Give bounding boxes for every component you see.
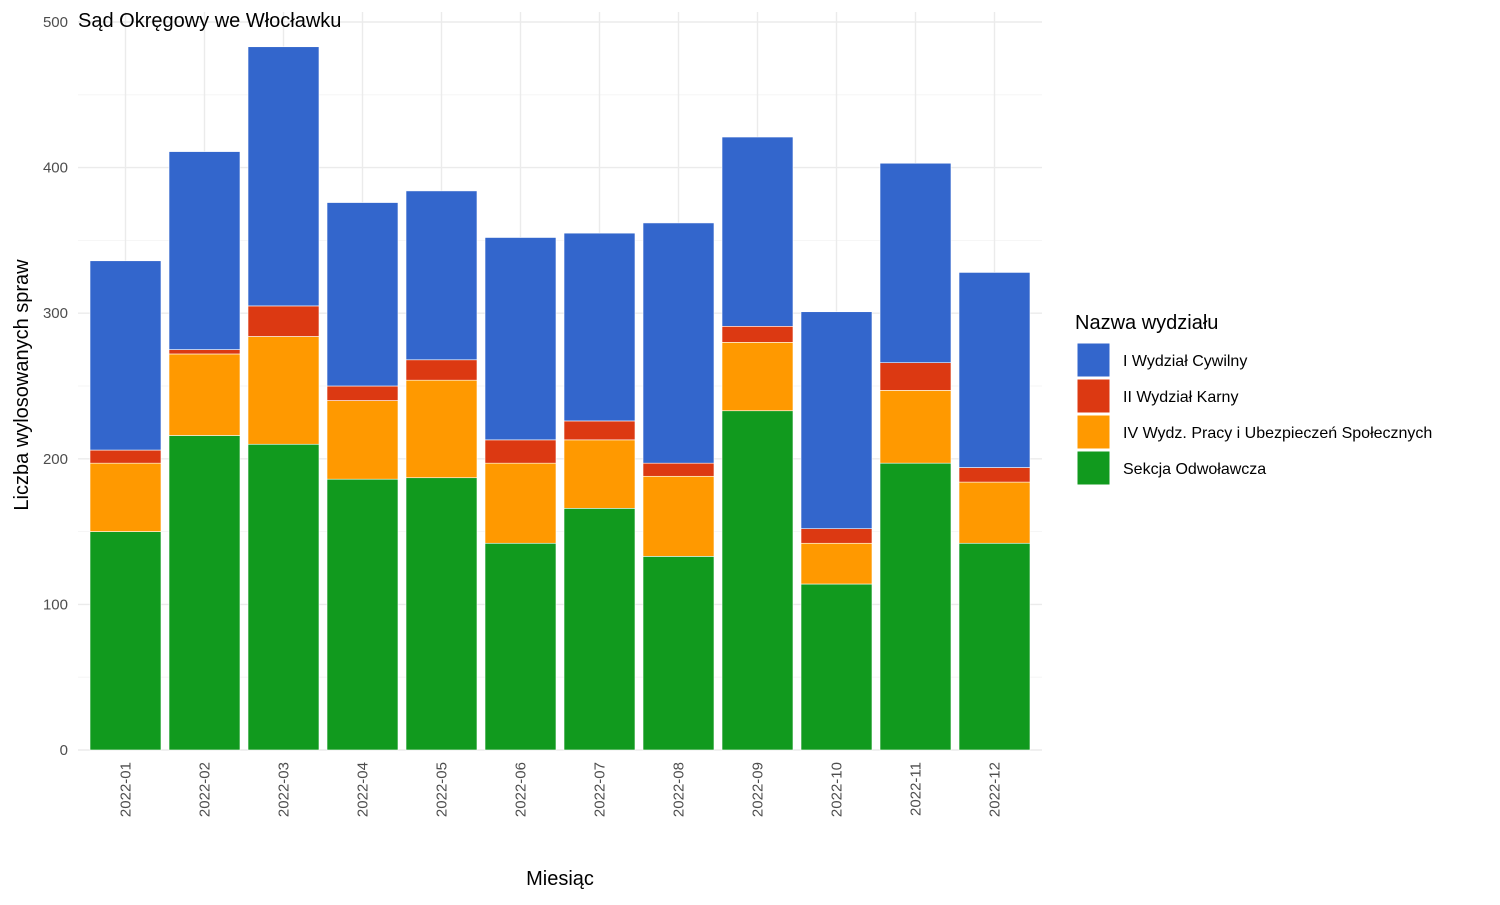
- y-tick-label: 500: [43, 14, 68, 31]
- x-tick-label: 2022-05: [434, 762, 451, 817]
- y-axis-title: Liczba wylosowanych spraw: [11, 259, 33, 511]
- bar-segment: [89, 531, 162, 751]
- legend-label: I Wydział Cywilny: [1123, 353, 1247, 370]
- legend-label: II Wydział Karny: [1123, 389, 1238, 406]
- x-tick-label: 2022-08: [671, 762, 688, 817]
- bar-segment: [168, 353, 241, 436]
- bar-segment: [168, 151, 241, 350]
- chart-title: Sąd Okręgowy we Włocławku: [78, 10, 341, 32]
- bar-segment: [879, 462, 952, 751]
- bar-segment: [958, 272, 1031, 468]
- y-axis: 0 100 200 300 400 500: [43, 14, 68, 759]
- bar-segment: [326, 478, 399, 751]
- x-tick-label: 2022-01: [118, 762, 135, 817]
- bar-segment: [484, 439, 557, 464]
- bar-segment: [484, 542, 557, 751]
- bar-segment: [800, 583, 873, 751]
- bar-segment: [879, 162, 952, 364]
- bar-segment: [879, 390, 952, 464]
- bar-segment: [89, 260, 162, 451]
- x-tick-label: 2022-04: [355, 762, 372, 817]
- bar-segment: [405, 477, 478, 751]
- y-tick-label: 0: [60, 742, 68, 759]
- x-axis: 2022-01 2022-02 2022-03 2022-04 2022-05 2022-…: [118, 762, 1004, 817]
- bars: [89, 46, 1031, 751]
- bar-segment: [958, 542, 1031, 751]
- bar-segment: [800, 528, 873, 544]
- bar-segment: [642, 556, 715, 751]
- bar-segment: [168, 349, 241, 355]
- bar-segment: [879, 362, 952, 391]
- x-tick-label: 2022-09: [750, 762, 767, 817]
- y-tick-label: 300: [43, 305, 68, 322]
- legend: Nazwa wydziału I Wydział Cywilny II Wydzi…: [1075, 312, 1432, 486]
- bar-segment: [958, 467, 1031, 483]
- y-tick-label: 100: [43, 596, 68, 613]
- bar-segment: [642, 222, 715, 464]
- bar-segment: [89, 449, 162, 464]
- bar-segment: [89, 462, 162, 532]
- y-tick-label: 400: [43, 160, 68, 177]
- bar-segment: [563, 508, 636, 751]
- bar-segment: [484, 462, 557, 544]
- legend-label: IV Wydz. Pracy i Ubezpieczeń Społecznych: [1123, 425, 1432, 442]
- bar-segment: [247, 305, 320, 337]
- legend-swatch: [1076, 342, 1111, 378]
- bar-segment: [642, 475, 715, 557]
- x-tick-label: 2022-07: [592, 762, 609, 817]
- legend-swatch: [1076, 414, 1111, 450]
- x-tick-label: 2022-06: [513, 762, 530, 817]
- bar-segment: [405, 379, 478, 479]
- legend-swatch: [1076, 450, 1111, 486]
- bar-segment: [800, 311, 873, 529]
- bar-segment: [642, 462, 715, 477]
- bar-segment: [721, 136, 794, 327]
- y-tick-label: 200: [43, 451, 68, 468]
- legend-label: Sekcja Odwoławcza: [1123, 461, 1266, 478]
- bar-segment: [326, 202, 399, 387]
- bar-segment: [247, 46, 320, 307]
- bar-segment: [563, 232, 636, 422]
- bar-segment: [326, 400, 399, 480]
- x-tick-label: 2022-02: [197, 762, 214, 817]
- bar-segment: [958, 481, 1031, 544]
- bar-segment: [563, 420, 636, 441]
- bar-segment: [484, 237, 557, 441]
- bar-segment: [405, 359, 478, 381]
- bar-segment: [563, 439, 636, 509]
- x-tick-label: 2022-11: [908, 762, 925, 816]
- bar-segment: [405, 190, 478, 361]
- bar-segment: [800, 542, 873, 585]
- x-axis-title: Miesiąc: [526, 868, 594, 890]
- legend-title: Nazwa wydziału: [1075, 312, 1218, 334]
- bar-segment: [168, 435, 241, 751]
- bar-segment: [721, 410, 794, 751]
- bar-segment: [247, 336, 320, 445]
- bar-segment: [326, 385, 399, 401]
- bar-segment: [721, 326, 794, 343]
- bar-segment: [247, 443, 320, 751]
- x-tick-label: 2022-10: [829, 762, 846, 817]
- x-tick-label: 2022-03: [276, 762, 293, 817]
- legend-swatch: [1076, 378, 1111, 414]
- x-tick-label: 2022-12: [987, 762, 1004, 817]
- bar-segment: [721, 342, 794, 412]
